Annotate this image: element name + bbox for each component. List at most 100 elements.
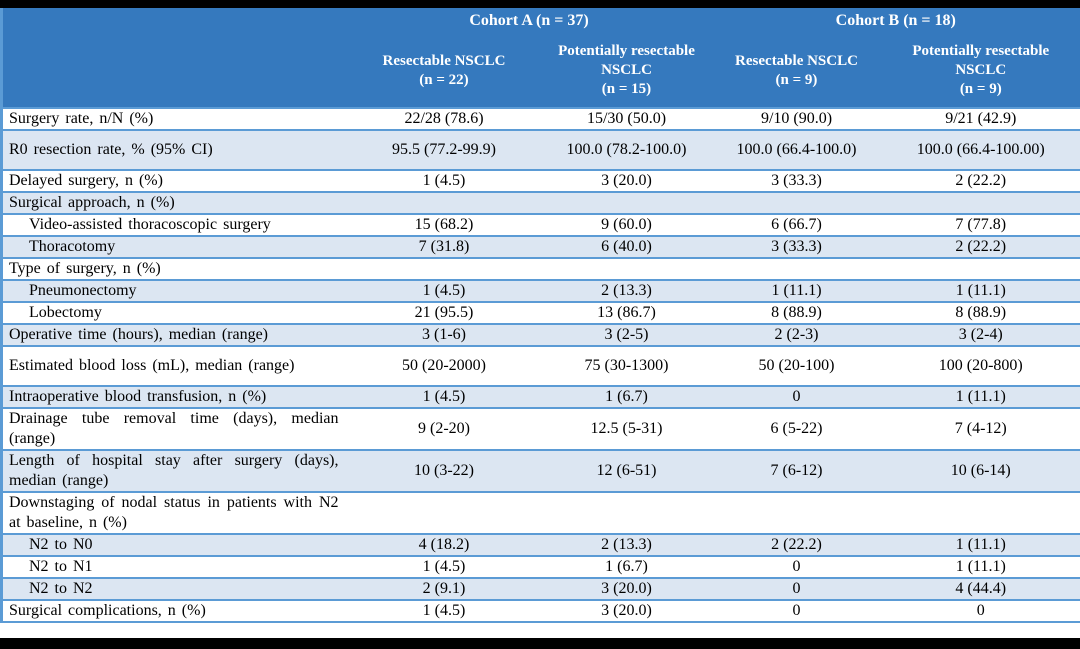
table-row: Estimated blood loss (mL), median (range… bbox=[1, 346, 1080, 386]
value-cell: 2 (2-3) bbox=[774, 326, 819, 343]
value-cell bbox=[542, 258, 712, 280]
table-row: Surgical complications, n (%) 1 (4.5) 3 … bbox=[1, 600, 1080, 622]
value-cell: 12.5 (5-31) bbox=[590, 420, 663, 437]
value-cell: 100.0 (66.4-100.00) bbox=[916, 141, 1045, 158]
table-row: N2 to N1 1 (4.5) 1 (6.7) 0 1 (11.1) bbox=[1, 556, 1080, 578]
row-label: R0 resection rate, % (95% CI) bbox=[9, 141, 213, 158]
row-label: Surgical approach, n (%) bbox=[9, 194, 175, 211]
value-cell: 6 (66.7) bbox=[771, 216, 822, 233]
value-cell: 12 (6-51) bbox=[596, 462, 657, 479]
value-cell: 3 (20.0) bbox=[601, 602, 652, 619]
value-cell: 95.5 (77.2-99.9) bbox=[392, 141, 496, 158]
table-header: Cohort A (n = 37) Cohort B (n = 18) Rese… bbox=[1, 8, 1080, 108]
column-n: (n = 22) bbox=[419, 71, 469, 88]
value-cell bbox=[712, 258, 882, 280]
row-label: Delayed surgery, n (%) bbox=[9, 172, 163, 189]
value-cell: 9 (60.0) bbox=[601, 216, 652, 233]
value-cell: 22/28 (78.6) bbox=[404, 110, 484, 127]
value-cell: 75 (30-1300) bbox=[584, 357, 669, 374]
cohort-header-row: Cohort A (n = 37) Cohort B (n = 18) bbox=[1, 8, 1080, 34]
value-cell bbox=[882, 258, 1080, 280]
column-name: Resectable NSCLC bbox=[382, 52, 506, 69]
value-cell: 1 (11.1) bbox=[955, 282, 1006, 299]
bottom-frame-bar bbox=[0, 638, 1080, 649]
column-header-potentially-resectable-b: Potentially resectable NSCLC (n = 9) bbox=[881, 34, 1080, 108]
row-label: Thoracotomy bbox=[29, 238, 116, 255]
value-cell: 100 (20-800) bbox=[938, 357, 1023, 374]
row-label: Operative time (hours), median (range) bbox=[9, 326, 269, 343]
row-label: Pneumonectomy bbox=[29, 282, 137, 299]
value-cell bbox=[882, 492, 1080, 534]
value-cell: 1 (11.1) bbox=[771, 282, 822, 299]
row-label: Estimated blood loss (mL), median (range… bbox=[9, 357, 295, 374]
table-row: Delayed surgery, n (%) 1 (4.5) 3 (20.0) … bbox=[1, 170, 1080, 192]
value-cell bbox=[712, 192, 882, 214]
value-cell: 15/30 (50.0) bbox=[586, 110, 667, 127]
table-row: N2 to N0 4 (18.2) 2 (13.3) 2 (22.2) 1 (1… bbox=[1, 534, 1080, 556]
value-cell bbox=[542, 192, 712, 214]
value-cell: 3 (33.3) bbox=[771, 172, 822, 189]
row-label: N2 to N2 bbox=[29, 580, 93, 597]
value-cell: 2 (22.2) bbox=[771, 536, 822, 553]
row-label: Lobectomy bbox=[29, 304, 102, 321]
row-label: Drainage tube removal time (days), media… bbox=[9, 410, 339, 447]
value-cell: 0 bbox=[792, 388, 801, 405]
value-cell: 3 (1-6) bbox=[422, 326, 466, 343]
value-cell bbox=[347, 258, 542, 280]
value-cell: 7 (4-12) bbox=[954, 420, 1007, 437]
column-name: Potentially resectable NSCLC bbox=[912, 43, 1050, 78]
value-cell bbox=[542, 492, 712, 534]
value-cell: 3 (2-5) bbox=[604, 326, 649, 343]
value-cell: 1 (4.5) bbox=[422, 602, 466, 619]
value-cell: 3 (20.0) bbox=[601, 580, 652, 597]
column-n: (n = 15) bbox=[601, 81, 652, 97]
value-cell: 1 (4.5) bbox=[422, 388, 466, 405]
value-cell: 6 (5-22) bbox=[770, 420, 823, 437]
corner-cell bbox=[1, 34, 347, 108]
row-label: Type of surgery, n (%) bbox=[9, 260, 161, 277]
value-cell: 0 bbox=[792, 602, 801, 619]
row-label: Video-assisted thoracoscopic surgery bbox=[29, 216, 271, 233]
row-label: Intraoperative blood transfusion, n (%) bbox=[9, 388, 267, 405]
row-label: N2 to N1 bbox=[29, 558, 93, 575]
column-name: Resectable NSCLC bbox=[735, 52, 858, 69]
row-label: Surgical complications, n (%) bbox=[9, 602, 206, 619]
cohort-a-header: Cohort A (n = 37) bbox=[346, 8, 712, 34]
table-row: Thoracotomy 7 (31.8) 6 (40.0) 3 (33.3) 2… bbox=[1, 236, 1080, 258]
value-cell: 2 (22.2) bbox=[955, 238, 1007, 255]
value-cell: 50 (20-2000) bbox=[402, 357, 486, 374]
value-cell bbox=[347, 192, 542, 214]
row-label: N2 to N0 bbox=[29, 536, 93, 553]
value-cell: 1 (6.7) bbox=[605, 388, 648, 405]
value-cell: 2 (9.1) bbox=[422, 580, 466, 597]
value-cell: 3 (20.0) bbox=[601, 172, 652, 189]
value-cell bbox=[347, 492, 542, 534]
table-body: Surgery rate, n/N (%) 22/28 (78.6) 15/30… bbox=[1, 108, 1080, 622]
value-cell: 3 (2-4) bbox=[958, 326, 1003, 343]
value-cell: 10 (6-14) bbox=[950, 462, 1011, 479]
value-cell: 1 (11.1) bbox=[955, 558, 1006, 575]
value-cell: 0 bbox=[976, 602, 985, 619]
value-cell: 15 (68.2) bbox=[414, 216, 474, 233]
value-cell: 1 (4.5) bbox=[422, 282, 466, 299]
table-row: Pneumonectomy 1 (4.5) 2 (13.3) 1 (11.1) … bbox=[1, 280, 1080, 302]
value-cell: 0 bbox=[792, 558, 801, 575]
value-cell: 7 (77.8) bbox=[955, 216, 1007, 233]
value-cell: 100.0 (78.2-100.0) bbox=[566, 141, 687, 158]
value-cell: 6 (40.0) bbox=[601, 238, 652, 255]
value-cell: 13 (86.7) bbox=[597, 304, 656, 321]
value-cell: 1 (11.1) bbox=[955, 388, 1006, 405]
value-cell: 50 (20-100) bbox=[758, 357, 835, 374]
table-row: R0 resection rate, % (95% CI) 95.5 (77.2… bbox=[1, 130, 1080, 170]
column-n: (n = 9) bbox=[959, 81, 1002, 97]
value-cell: 1 (11.1) bbox=[955, 536, 1006, 553]
column-header-row: Resectable NSCLC (n = 22) Potentially re… bbox=[1, 34, 1080, 108]
table-row: Operative time (hours), median (range) 3… bbox=[1, 324, 1080, 346]
column-header-resectable-a: Resectable NSCLC (n = 22) bbox=[346, 34, 542, 108]
value-cell: 2 (22.2) bbox=[955, 172, 1007, 189]
value-cell: 0 bbox=[792, 580, 801, 597]
value-cell: 7 (6-12) bbox=[770, 462, 823, 479]
column-name: Potentially resectable NSCLC bbox=[558, 43, 695, 78]
value-cell: 3 (33.3) bbox=[771, 238, 822, 255]
